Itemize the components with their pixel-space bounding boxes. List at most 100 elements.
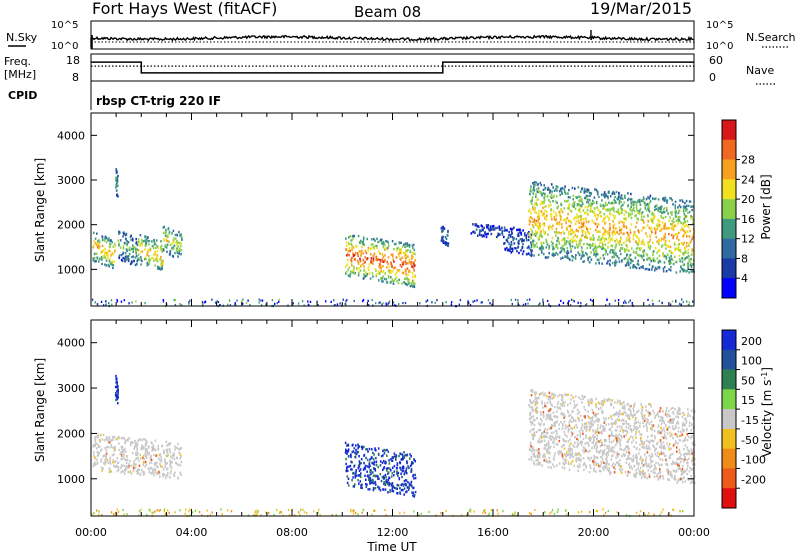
velocity-cell: [143, 458, 145, 461]
velocity-cell: [595, 405, 598, 409]
velocity-cell: [97, 433, 99, 436]
velocity-cell: [358, 455, 360, 458]
power-cell: [535, 195, 537, 198]
power-cell: [530, 185, 532, 188]
power-cell: [620, 194, 623, 197]
velocity-cell: [657, 411, 659, 414]
velocity-cell: [620, 435, 622, 438]
velocity-cell: [626, 440, 628, 444]
power-cell: [528, 210, 531, 213]
power-cell: [353, 234, 356, 238]
velocity-cell: [601, 409, 603, 412]
power-cell: [682, 263, 685, 267]
power-cell: [276, 302, 278, 305]
power-cell: [518, 251, 520, 255]
velocity-cell: [553, 445, 555, 449]
power-cell: [613, 230, 616, 234]
power-cell: [587, 190, 589, 193]
velocity-cell: [387, 472, 389, 475]
velocity-cell: [686, 452, 689, 455]
velocity-cell: [407, 481, 409, 484]
power-cell: [636, 221, 638, 224]
power-cell: [613, 223, 616, 226]
velocity-cell: [687, 412, 689, 415]
power-cell: [172, 247, 175, 251]
power-cell: [583, 260, 586, 263]
power-cell: [573, 217, 575, 221]
velocity-cell: [157, 448, 160, 451]
velocity-cell: [391, 472, 394, 475]
beam-label: Beam 08: [354, 3, 421, 21]
power-cell: [660, 207, 662, 211]
velocity-cell: [628, 451, 630, 454]
power-cell: [425, 300, 427, 303]
power-cell: [176, 247, 178, 250]
velocity-cell: [108, 468, 111, 471]
power-cell: [620, 205, 623, 208]
power-cell: [584, 233, 587, 237]
power-cell: [520, 233, 523, 236]
power-cell: [356, 259, 359, 262]
velocity-cell: [670, 418, 672, 421]
velocity-cell: [606, 451, 608, 454]
power-cell: [624, 248, 626, 251]
velocity-cell: [664, 447, 666, 450]
power-cell: [532, 243, 535, 247]
power-cell: [569, 258, 571, 261]
velocity-cell: [410, 455, 412, 458]
velocity-cell: [553, 415, 555, 418]
velocity-cell: [592, 434, 595, 437]
velocity-cell: [660, 429, 663, 433]
velocity-cell: [126, 464, 128, 468]
velocity-cell: [569, 442, 572, 445]
velocity-cell: [581, 419, 583, 422]
power-cell: [633, 200, 636, 204]
velocity-cell: [589, 398, 592, 402]
power-cell: [554, 231, 556, 234]
velocity-cell: [536, 400, 539, 404]
velocity-cell: [588, 416, 590, 419]
velocity-cell: [533, 418, 535, 421]
velocity-cell: [413, 477, 415, 480]
velocity-cell: [627, 403, 629, 406]
velocity-cell: [145, 448, 148, 451]
power-cell: [507, 248, 510, 251]
velocity-cell: [679, 434, 681, 438]
power-cell: [614, 215, 616, 218]
power-cell: [97, 240, 99, 243]
power-cell: [160, 255, 162, 259]
velocity-cell: [589, 438, 591, 442]
velocity-cell: [593, 446, 596, 449]
power-cell: [444, 242, 446, 245]
power-cell: [137, 249, 140, 252]
velocity-cell: [644, 471, 646, 475]
power-cell: [547, 188, 549, 191]
velocity-cell: [677, 409, 679, 413]
power-cell: [308, 304, 310, 307]
power-cell: [679, 205, 682, 209]
velocity-cell: [575, 460, 578, 463]
power-cell: [166, 239, 169, 243]
power-cell: [598, 244, 600, 248]
power-cell: [678, 243, 680, 246]
power-cell: [586, 236, 588, 240]
power-cell: [567, 236, 569, 239]
power-cell: [594, 222, 597, 225]
power-cell: [543, 222, 546, 225]
velocity-cell: [371, 448, 373, 451]
velocity-cell: [648, 403, 650, 406]
velocity-cell: [93, 451, 95, 454]
velocity-cell: [674, 408, 676, 411]
velocity-cell: [174, 471, 176, 474]
velocity-cell: [396, 487, 398, 490]
velocity-cell: [165, 474, 168, 477]
velocity-cell: [681, 465, 684, 468]
power-cell: [530, 243, 533, 247]
velocity-cell: [641, 440, 643, 443]
velocity-cell: [686, 433, 689, 436]
velocity-cell: [534, 419, 536, 422]
velocity-cell: [634, 456, 637, 459]
power-cell: [519, 228, 522, 232]
velocity-cell: [683, 470, 686, 473]
velocity-cell: [568, 444, 571, 447]
